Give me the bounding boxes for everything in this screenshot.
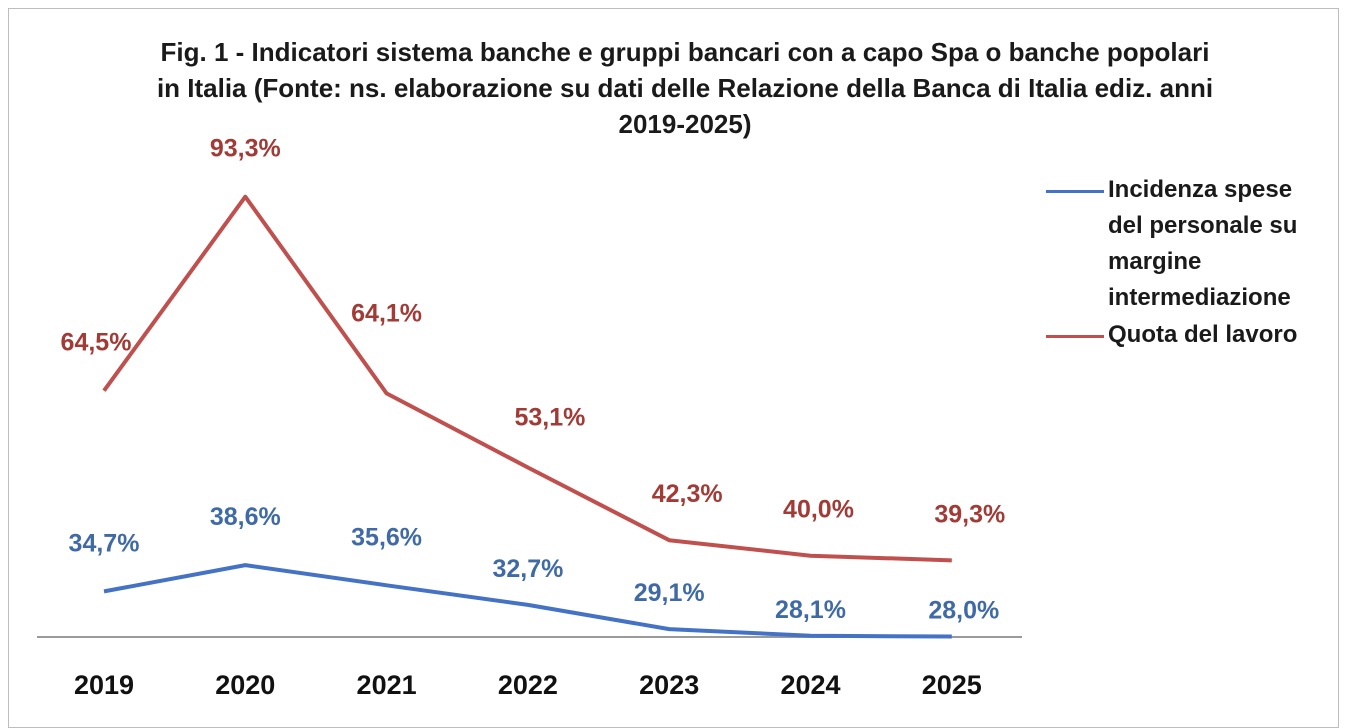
x-tick-label: 2025 bbox=[922, 670, 982, 700]
x-tick-label: 2019 bbox=[74, 670, 134, 700]
data-label: 53,1% bbox=[514, 404, 585, 432]
x-tick-label: 2024 bbox=[780, 670, 840, 700]
data-label: 64,1% bbox=[351, 299, 422, 327]
data-label: 32,7% bbox=[492, 555, 563, 583]
plot-area: 34,7% 38,6% 35,6% 32,7% 29,1% 28,1% 28,0% 64,5%… bbox=[61, 135, 1005, 639]
line-chart: 34,7% 38,6% 35,6% 32,7% 29,1% 28,1% 28,0% 64,5%… bbox=[37, 135, 1022, 700]
legend-swatch-red bbox=[1046, 335, 1104, 338]
x-tick-label: 2021 bbox=[357, 670, 417, 700]
data-label: 28,0% bbox=[928, 597, 999, 625]
x-tick-label: 2022 bbox=[498, 670, 558, 700]
data-label: 38,6% bbox=[210, 503, 281, 531]
chart-title: Fig. 1 - Indicatori sistema banche e gru… bbox=[156, 37, 1214, 139]
legend-label-incidenza: Incidenza spese del personale su margine… bbox=[1108, 176, 1298, 311]
legend-label-quota: Quota del lavoro bbox=[1108, 321, 1298, 348]
data-label: 29,1% bbox=[634, 579, 705, 607]
data-label: 34,7% bbox=[69, 529, 140, 557]
legend-swatch-blue bbox=[1046, 190, 1104, 193]
data-label: 39,3% bbox=[934, 500, 1005, 528]
data-label: 35,6% bbox=[351, 523, 422, 551]
series-line-1 bbox=[102, 194, 952, 563]
x-axis-ticks: 2019 2020 2021 2022 2023 2024 2025 bbox=[74, 670, 982, 700]
data-label: 64,5% bbox=[61, 329, 132, 357]
x-tick-label: 2020 bbox=[215, 670, 275, 700]
x-tick-label: 2023 bbox=[639, 670, 699, 700]
data-label: 42,3% bbox=[652, 480, 723, 508]
series-line-0 bbox=[103, 563, 952, 639]
data-label: 93,3% bbox=[210, 135, 281, 163]
data-label: 40,0% bbox=[783, 496, 854, 524]
data-label: 28,1% bbox=[775, 596, 846, 624]
